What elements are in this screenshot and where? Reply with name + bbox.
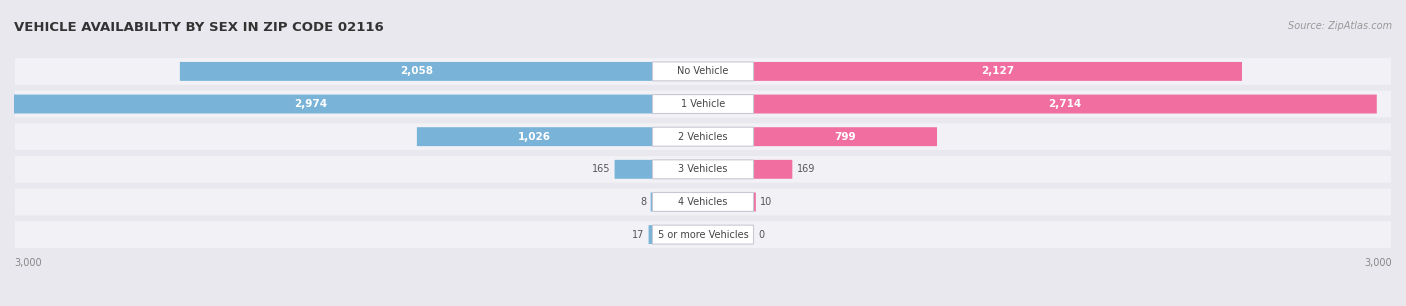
- FancyBboxPatch shape: [652, 127, 754, 146]
- Text: 799: 799: [834, 132, 856, 142]
- Text: 5 or more Vehicles: 5 or more Vehicles: [658, 230, 748, 240]
- FancyBboxPatch shape: [0, 95, 652, 114]
- FancyBboxPatch shape: [651, 192, 652, 211]
- FancyBboxPatch shape: [652, 225, 754, 244]
- FancyBboxPatch shape: [652, 192, 754, 211]
- Text: 165: 165: [592, 164, 610, 174]
- Text: 1 Vehicle: 1 Vehicle: [681, 99, 725, 109]
- Text: 3,000: 3,000: [14, 258, 42, 268]
- FancyBboxPatch shape: [754, 62, 1241, 81]
- Text: 1,026: 1,026: [519, 132, 551, 142]
- Text: Source: ZipAtlas.com: Source: ZipAtlas.com: [1288, 21, 1392, 32]
- Text: 8: 8: [640, 197, 645, 207]
- Text: 10: 10: [761, 197, 773, 207]
- Text: 0: 0: [758, 230, 765, 240]
- FancyBboxPatch shape: [15, 91, 1391, 118]
- FancyBboxPatch shape: [15, 188, 1391, 215]
- FancyBboxPatch shape: [180, 62, 652, 81]
- FancyBboxPatch shape: [652, 62, 754, 81]
- Text: VEHICLE AVAILABILITY BY SEX IN ZIP CODE 02116: VEHICLE AVAILABILITY BY SEX IN ZIP CODE …: [14, 21, 384, 34]
- FancyBboxPatch shape: [754, 127, 936, 146]
- FancyBboxPatch shape: [15, 58, 1391, 85]
- Text: 2,058: 2,058: [399, 66, 433, 76]
- FancyBboxPatch shape: [754, 192, 756, 211]
- Text: 169: 169: [797, 164, 815, 174]
- Text: 17: 17: [631, 230, 644, 240]
- FancyBboxPatch shape: [614, 160, 652, 179]
- Text: 4 Vehicles: 4 Vehicles: [678, 197, 728, 207]
- FancyBboxPatch shape: [754, 95, 1376, 114]
- FancyBboxPatch shape: [648, 225, 652, 244]
- Text: 2,127: 2,127: [981, 66, 1014, 76]
- FancyBboxPatch shape: [15, 156, 1391, 183]
- FancyBboxPatch shape: [15, 123, 1391, 150]
- Text: 3 Vehicles: 3 Vehicles: [678, 164, 728, 174]
- Text: 2,974: 2,974: [294, 99, 328, 109]
- Text: 2,714: 2,714: [1049, 99, 1081, 109]
- FancyBboxPatch shape: [754, 160, 793, 179]
- FancyBboxPatch shape: [416, 127, 652, 146]
- FancyBboxPatch shape: [652, 95, 754, 114]
- FancyBboxPatch shape: [15, 221, 1391, 248]
- Text: 2 Vehicles: 2 Vehicles: [678, 132, 728, 142]
- Text: No Vehicle: No Vehicle: [678, 66, 728, 76]
- FancyBboxPatch shape: [652, 160, 754, 179]
- Text: 3,000: 3,000: [1364, 258, 1392, 268]
